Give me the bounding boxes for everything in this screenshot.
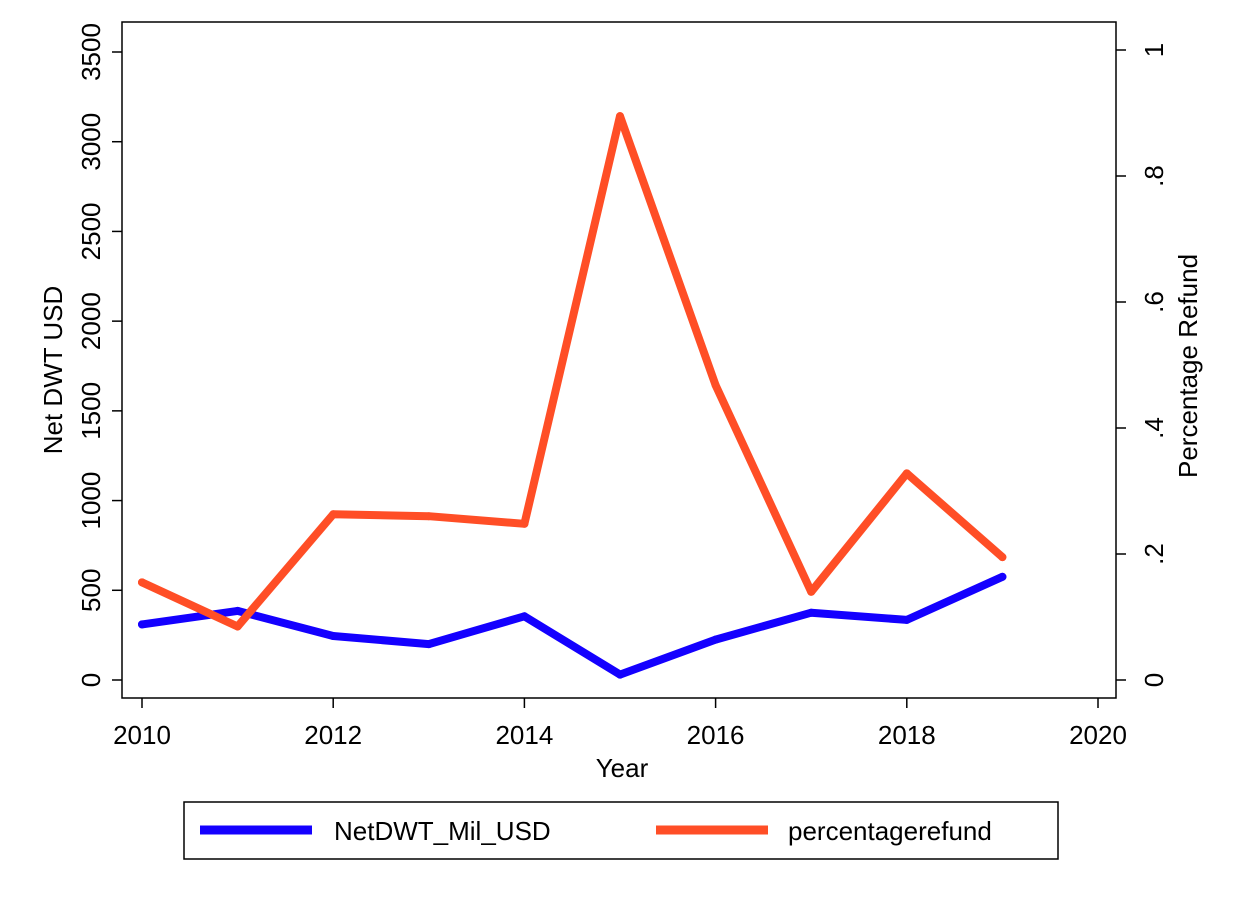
data-point [424, 512, 433, 521]
y-left-tick-label: 2000 [76, 292, 106, 350]
data-point [520, 519, 529, 528]
data-point [998, 553, 1007, 562]
data-point [616, 112, 624, 121]
legend: NetDWT_Mil_USD percentagerefund [183, 801, 1059, 860]
data-point [998, 572, 1007, 581]
data-point [711, 635, 720, 644]
data-point [807, 587, 816, 596]
data-point [616, 670, 624, 679]
series-line-netdwt-mil-usd [138, 572, 1007, 679]
data-point [233, 622, 242, 631]
y-right-tick-label: .4 [1139, 417, 1169, 439]
x-axis-label: Year [596, 753, 649, 783]
y-left-tick-label: 3500 [76, 23, 106, 81]
legend-label-percentagerefund: percentagerefund [788, 816, 992, 846]
y-left-tick-label: 0 [76, 673, 106, 687]
data-point [329, 632, 338, 641]
data-point [902, 469, 911, 478]
legend-label-netdwt: NetDWT_Mil_USD [334, 816, 551, 846]
data-point [520, 612, 529, 621]
y-right-tick-label: .8 [1139, 165, 1169, 187]
legend-box [183, 801, 1059, 860]
y-left-tick-label: 3000 [76, 113, 106, 171]
x-tick-label: 2010 [113, 720, 171, 750]
x-tick-label: 2020 [1069, 720, 1127, 750]
y-right-tick-label: 1 [1139, 43, 1169, 57]
x-tick-label: 2018 [878, 720, 936, 750]
series-lines [138, 112, 1007, 679]
data-point [138, 578, 146, 587]
y-left-tick-label: 1000 [76, 472, 106, 530]
data-point [329, 510, 338, 519]
data-point [424, 640, 433, 649]
y-left-tick-label: 1500 [76, 382, 106, 440]
x-tick-label: 2012 [304, 720, 362, 750]
y-right-tick-label: 0 [1139, 673, 1169, 687]
axis-ticks: 2010 2012 2014 2016 2018 2020 0 500 1000 1500 2000… [76, 23, 1169, 750]
data-point [233, 606, 242, 615]
x-tick-label: 2014 [495, 720, 553, 750]
plot-area-frame [121, 21, 1117, 699]
y-left-tick-label: 2500 [76, 203, 106, 261]
x-tick-label: 2016 [687, 720, 745, 750]
y-left-tick-label: 500 [76, 569, 106, 612]
data-point [807, 608, 816, 617]
series-line-percentagerefund [138, 112, 1007, 631]
y-right-tick-label: .2 [1139, 543, 1169, 565]
data-point [902, 615, 911, 624]
y-right-tick-label: .6 [1139, 291, 1169, 313]
data-point [138, 620, 146, 629]
y-axis-left-label: Net DWT USD [38, 286, 68, 455]
data-point [711, 381, 720, 390]
y-axis-right-label: Percentage Refund [1173, 254, 1203, 478]
